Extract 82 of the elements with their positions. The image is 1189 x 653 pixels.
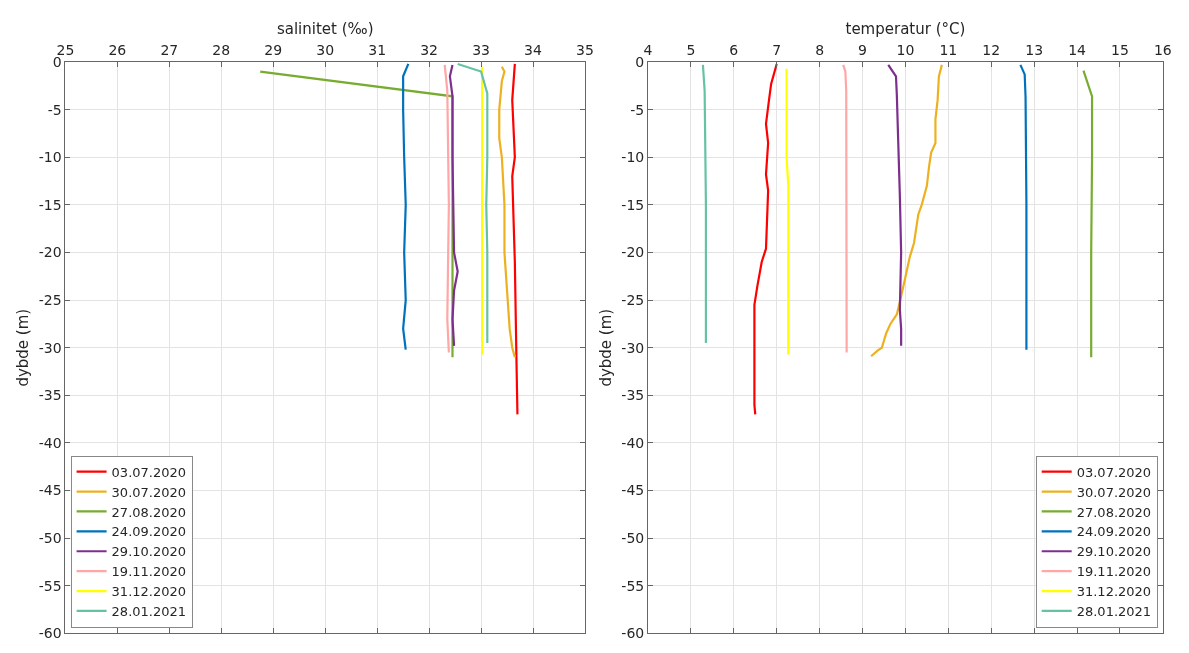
y-tick-label: -40 (38, 434, 62, 451)
x-axis-title: salinitet (‰) (276, 19, 374, 38)
y-tick-label: -30 (621, 339, 645, 356)
y-axis-title: dybde (m) (596, 308, 615, 387)
x-tick-label: 27 (160, 42, 179, 59)
line-series (870, 63, 943, 358)
line-series (701, 63, 708, 345)
x-tick-label: 7 (772, 42, 782, 59)
x-tick-label: 32 (420, 42, 439, 59)
line-series (448, 63, 459, 347)
y-tick-label: -20 (621, 244, 645, 261)
x-tick-label: 5 (686, 42, 696, 59)
line-series (842, 63, 848, 354)
legend-label: 29.10.2020 (1076, 544, 1152, 560)
x-tick-label: 6 (729, 42, 739, 59)
legend-label: 19.11.2020 (1076, 564, 1152, 580)
line-series (887, 63, 903, 347)
legend-label: 24.09.2020 (1076, 524, 1152, 540)
x-tick-label: 10 (896, 42, 915, 59)
line-series (1019, 63, 1028, 351)
x-tick-label: 15 (1111, 42, 1129, 59)
x-tick-label: 30 (316, 42, 335, 59)
y-tick-label: -5 (630, 101, 645, 118)
y-tick-label: -35 (621, 387, 645, 404)
x-tick-label: 14 (1068, 42, 1087, 59)
line-series (456, 62, 489, 345)
x-tick-label: 11 (939, 42, 958, 59)
line-series (402, 62, 410, 351)
legend-label: 28.01.2021 (1076, 604, 1152, 620)
y-tick-label: -35 (38, 387, 62, 404)
legend-label: 29.10.2020 (111, 544, 187, 560)
x-tick-label: 35 (576, 42, 594, 59)
legend-label: 03.07.2020 (111, 464, 187, 480)
x-tick-label: 34 (524, 42, 543, 59)
y-tick-label: -45 (621, 482, 645, 499)
legend-label: 27.08.2020 (111, 504, 187, 520)
legend-label: 24.09.2020 (111, 524, 187, 540)
y-tick-label: -50 (38, 530, 62, 547)
y-tick-label: -60 (38, 625, 62, 642)
legend-label: 30.07.2020 (1076, 484, 1152, 500)
y-tick-label: -15 (38, 196, 62, 213)
y-tick-label: -10 (621, 149, 645, 166)
y-tick-label: 0 (635, 53, 645, 70)
y-axis-title: dybde (m) (13, 308, 32, 387)
x-tick-label: 33 (472, 42, 490, 59)
x-tick-label: 4 (643, 42, 653, 59)
legend-label: 27.08.2020 (1076, 504, 1152, 520)
y-tick-label: -5 (47, 101, 62, 118)
y-tick-label: -60 (621, 625, 645, 642)
x-tick-label: 31 (368, 42, 387, 59)
x-tick-label: 8 (815, 42, 825, 59)
y-tick-label: -40 (621, 434, 645, 451)
y-tick-label: -10 (38, 149, 62, 166)
x-tick-label: 28 (212, 42, 231, 59)
y-tick-label: -50 (621, 530, 645, 547)
line-series (1082, 69, 1094, 359)
x-tick-label: 9 (858, 42, 867, 59)
x-tick-label: 16 (1153, 42, 1172, 59)
x-tick-label: 13 (1025, 42, 1044, 59)
line-series (785, 67, 790, 356)
legend-label: 31.12.2020 (1076, 584, 1152, 600)
y-tick-label: -30 (38, 339, 62, 356)
x-tick-label: 29 (264, 42, 283, 59)
legend-label: 28.01.2021 (111, 604, 187, 620)
y-tick-label: -45 (38, 482, 62, 499)
y-tick-label: -20 (38, 244, 62, 261)
x-tick-label: 26 (108, 42, 127, 59)
y-tick-label: -55 (38, 577, 62, 594)
line-series (753, 62, 778, 416)
line-series (498, 65, 516, 359)
y-tick-label: -25 (38, 292, 62, 309)
legend-label: 19.11.2020 (111, 564, 187, 580)
line-series (443, 63, 450, 354)
legend-label: 03.07.2020 (1076, 464, 1152, 480)
line-series (511, 62, 519, 416)
x-tick-label: 12 (982, 42, 1001, 59)
y-tick-label: -15 (621, 196, 645, 213)
y-tick-label: -55 (621, 577, 645, 594)
x-axis-title: temperatur (°C) (845, 19, 966, 38)
legend-label: 31.12.2020 (111, 584, 187, 600)
y-tick-label: -25 (621, 292, 645, 309)
legend-label: 30.07.2020 (111, 484, 187, 500)
